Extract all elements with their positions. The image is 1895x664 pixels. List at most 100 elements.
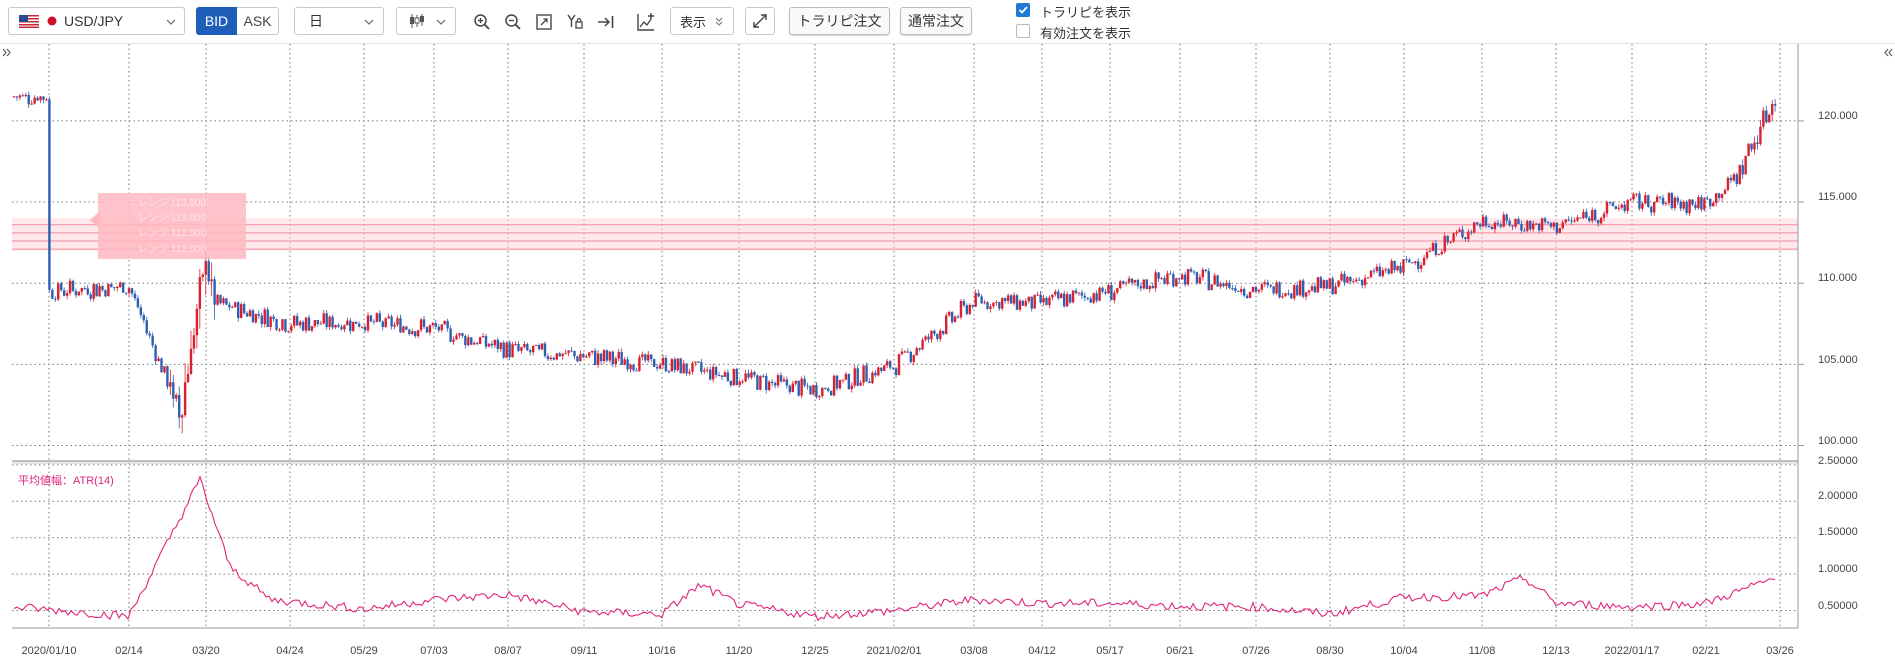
candle	[101, 286, 104, 291]
x-tick-label: 04/24	[276, 645, 304, 657]
candle	[682, 363, 685, 374]
show-valid-orders-checkbox[interactable]	[1016, 24, 1030, 38]
zoom-in-icon[interactable]	[470, 10, 494, 34]
candle	[434, 323, 438, 327]
candle	[422, 319, 426, 327]
candle	[1520, 223, 1523, 231]
candle	[172, 382, 175, 399]
candle	[68, 280, 72, 294]
bid-button[interactable]: BID	[196, 7, 237, 35]
x-tick-label: 07/03	[420, 645, 448, 657]
candle	[402, 326, 405, 333]
zoom-out-icon[interactable]	[501, 10, 525, 34]
candle	[723, 372, 727, 377]
candle	[499, 342, 502, 349]
candle	[732, 368, 735, 386]
candle	[1296, 285, 1299, 296]
chart-type-select[interactable]	[396, 7, 456, 35]
candle	[257, 313, 261, 316]
normal-order-button[interactable]: 通常注文	[900, 7, 972, 35]
candle	[1375, 266, 1379, 272]
candle	[242, 304, 246, 314]
candle	[897, 354, 901, 376]
timeframe-select[interactable]: 日	[294, 7, 384, 35]
scroll-to-latest-icon[interactable]	[594, 10, 618, 34]
candle	[307, 317, 311, 331]
candle	[1602, 213, 1606, 218]
candle	[950, 312, 954, 322]
candle	[1723, 190, 1727, 194]
candle	[812, 385, 815, 395]
candle	[1166, 273, 1169, 284]
candle	[1228, 282, 1231, 289]
candle	[57, 283, 60, 300]
candle	[1414, 261, 1417, 264]
candle	[1653, 202, 1656, 213]
candle	[178, 394, 181, 418]
candle	[508, 342, 511, 358]
candle	[829, 390, 833, 396]
candle	[1328, 278, 1331, 289]
candle	[1225, 282, 1228, 287]
candle	[1366, 277, 1370, 279]
candle	[1576, 217, 1579, 221]
candle	[340, 326, 343, 330]
candle	[39, 96, 42, 101]
candle	[838, 380, 842, 389]
candle	[709, 369, 712, 380]
candle	[1771, 104, 1774, 115]
candle	[835, 375, 839, 389]
candle	[272, 316, 275, 320]
candle	[933, 330, 936, 334]
show-valid-orders-label: 有効注文を表示	[1040, 26, 1132, 41]
candle	[1549, 223, 1553, 227]
candle	[1717, 193, 1721, 198]
jp-flag-icon	[47, 16, 57, 26]
candle	[27, 94, 30, 105]
trailing-order-button[interactable]: トラリピ注文	[789, 7, 890, 35]
fullscreen-button[interactable]	[745, 7, 775, 35]
candle	[1620, 204, 1623, 208]
x-tick-label: 11/20	[725, 645, 753, 657]
candle	[251, 310, 255, 323]
candle	[626, 359, 629, 370]
show-trailing-checkbox[interactable]	[1016, 3, 1030, 17]
candle	[1130, 278, 1134, 283]
candle	[298, 321, 302, 326]
candle	[419, 319, 423, 331]
candle	[431, 323, 435, 326]
left-panel-toggle[interactable]	[0, 44, 12, 60]
candle	[195, 308, 199, 336]
candle	[1045, 297, 1048, 306]
candle	[1378, 266, 1382, 277]
candle	[1340, 273, 1343, 281]
display-menu[interactable]: 表示	[670, 7, 734, 35]
candle	[304, 317, 308, 331]
candle	[493, 339, 497, 346]
candle	[803, 378, 806, 386]
candle	[1009, 295, 1013, 304]
candle	[225, 298, 228, 305]
candle	[655, 366, 659, 369]
candle	[1744, 155, 1747, 175]
ask-button[interactable]: ASK	[237, 7, 279, 35]
candle	[652, 359, 656, 367]
pair-select[interactable]: USD/JPY	[8, 7, 185, 35]
candle	[254, 313, 258, 323]
candle	[573, 350, 576, 357]
right-panel-toggle[interactable]	[1881, 44, 1895, 60]
candle	[151, 335, 154, 346]
x-tick-label: 08/07	[494, 645, 522, 657]
candle	[564, 352, 567, 354]
x-tick-label: 03/20	[192, 645, 220, 657]
candle	[1304, 292, 1308, 297]
candle	[207, 261, 210, 282]
add-indicator-icon[interactable]	[634, 10, 658, 34]
candle	[455, 335, 458, 340]
price-lock-icon[interactable]	[563, 10, 587, 34]
candle	[1461, 229, 1464, 238]
candle	[1496, 222, 1500, 225]
fit-screen-icon[interactable]	[532, 10, 556, 34]
candle	[629, 364, 632, 370]
